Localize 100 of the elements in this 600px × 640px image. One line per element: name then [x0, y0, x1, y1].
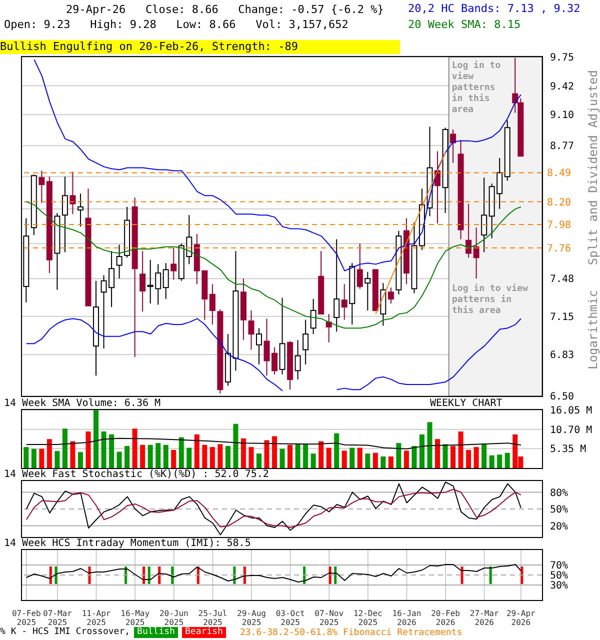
- candlestick: [310, 298, 316, 335]
- bar: [427, 422, 432, 468]
- bar: [288, 444, 293, 468]
- y-axis-title: Split and Dividend Adjusted: [586, 70, 600, 266]
- x-tick-label: 25-Jul 2025: [198, 609, 228, 627]
- bar: [24, 447, 29, 468]
- x-tick-label: 16-May 2025: [120, 609, 150, 627]
- candlestick: [388, 287, 394, 304]
- candlestick: [364, 271, 371, 311]
- bar: [62, 428, 68, 468]
- bar: [412, 446, 417, 468]
- bar: [132, 428, 138, 468]
- bar: [210, 447, 215, 468]
- y-tick-label: 70%: [550, 560, 568, 572]
- y-tick-label: 8.77: [550, 141, 574, 152]
- y-tick-label: 9.42: [550, 81, 574, 92]
- bar: [248, 447, 254, 468]
- x-tick-label: 11-Apr 2025: [82, 609, 111, 627]
- x-tick-label: 20-Jun 2025: [159, 609, 189, 627]
- bar: [39, 448, 44, 468]
- bar: [202, 444, 208, 468]
- candlestick: [272, 346, 278, 375]
- ref-line-label: 7.98: [547, 220, 572, 232]
- ref-line-label: 8.49: [547, 168, 572, 180]
- candlestick: [70, 171, 76, 215]
- bar: [54, 451, 60, 468]
- bar: [318, 441, 324, 468]
- bar: [178, 437, 184, 468]
- bar: [218, 444, 223, 468]
- x-tick-label: 16-Jan 2026: [392, 609, 422, 627]
- x-tick-label: 27-Mar 2026: [470, 609, 499, 627]
- bar: [357, 448, 362, 468]
- line-series: [26, 438, 522, 450]
- candlestick: [450, 129, 456, 164]
- bar: [156, 443, 161, 468]
- chart-title: 14 Week HCS Intraday Momentum (IMI): 58.5: [4, 538, 251, 549]
- line-series: [26, 564, 522, 582]
- bar: [404, 450, 409, 468]
- candlestick: [209, 284, 216, 326]
- candlestick: [170, 247, 177, 280]
- bar: [310, 454, 316, 468]
- candlestick: [302, 319, 309, 365]
- bar: [303, 444, 308, 468]
- candlestick: [294, 340, 301, 380]
- text: Bearish: [182, 627, 226, 638]
- bar: [148, 444, 153, 468]
- bar: [109, 434, 114, 468]
- y-tick-label: 30%: [550, 580, 568, 592]
- bar: [31, 448, 36, 468]
- band-label: Log in to view patterns in this area: [452, 60, 501, 115]
- x-tick-label: 20-Feb 2026: [431, 609, 460, 627]
- bar: [171, 450, 176, 468]
- chart-title: 14 Week SMA Volume: 6.36 M: [4, 398, 161, 409]
- text: WEEKLY CHART: [430, 398, 502, 409]
- candlestick: [326, 313, 332, 343]
- y-tick-label: 80%: [550, 488, 568, 499]
- candlestick: [473, 227, 480, 280]
- candlestick: [466, 203, 472, 258]
- bar: [450, 446, 456, 468]
- bar: [342, 450, 347, 468]
- line-series: [26, 488, 522, 528]
- y-tick-label: 6.83: [550, 350, 574, 362]
- x-tick-label: 29-Apr 2026: [506, 609, 536, 627]
- ref-line-label: 8.20: [547, 197, 572, 208]
- bar: [186, 448, 192, 468]
- x-tick-label: 07-Nov 2025: [314, 609, 344, 627]
- y-tick-label: 50%: [550, 570, 568, 582]
- x-tick-label: 07-Feb 2025: [12, 609, 42, 627]
- legend-title: % K - HCS IMI Crossover,: [0, 627, 130, 638]
- bar: [350, 448, 355, 468]
- bar: [163, 444, 168, 468]
- text: 20,2 HC Bands: 7.13 , 9.32: [408, 2, 580, 15]
- candlestick: [38, 170, 45, 204]
- annotation: Log in to view patterns in this area: [452, 284, 528, 317]
- bar: [116, 452, 122, 468]
- bar: [46, 439, 52, 468]
- x-tick-label: 29-Aug 2025: [237, 609, 266, 627]
- candlestick: [62, 176, 68, 253]
- bar: [233, 424, 238, 468]
- bar: [334, 433, 340, 468]
- bar: [240, 438, 246, 468]
- y-tick-label: 5.35 M: [550, 444, 586, 456]
- y-tick-label: 10.70 M: [550, 424, 592, 436]
- bar: [435, 439, 440, 468]
- y-tick-label: 20%: [550, 521, 568, 532]
- y-tick-label: 9.10: [550, 110, 574, 122]
- bar: [124, 446, 130, 468]
- bar: [272, 436, 278, 468]
- bar: [419, 434, 424, 468]
- candlestick: [116, 244, 122, 280]
- candlestick: [264, 318, 270, 376]
- bar: [140, 444, 146, 468]
- text: 23.6-38.2-50-61.8% Fibonacci Retracements: [240, 628, 462, 639]
- bar: [474, 447, 479, 468]
- candlestick: [334, 238, 340, 332]
- y-tick-label: 7.15: [550, 312, 574, 323]
- line-series: [34, 59, 522, 272]
- candlestick: [162, 262, 169, 300]
- y-tick-label: 7.48: [550, 274, 574, 286]
- bar: [365, 454, 370, 468]
